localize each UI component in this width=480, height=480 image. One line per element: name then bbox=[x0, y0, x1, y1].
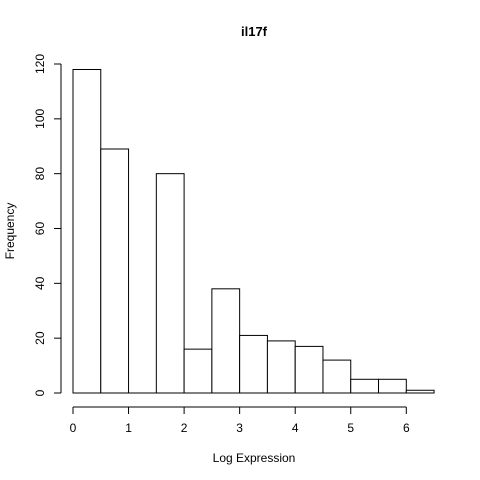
x-tick-label: 0 bbox=[70, 421, 77, 435]
x-tick-label: 3 bbox=[236, 421, 243, 435]
histogram-bar bbox=[378, 378, 407, 394]
x-axis-label: Log Expression bbox=[213, 451, 296, 465]
histogram-bar bbox=[100, 148, 130, 394]
y-tick-label: 60 bbox=[33, 222, 47, 236]
histogram-bar bbox=[405, 389, 435, 394]
histogram-bar bbox=[350, 378, 380, 394]
histogram-bar bbox=[239, 334, 268, 394]
y-axis-label: Frequency bbox=[3, 203, 17, 260]
y-axis: 0 20 40 60 80 100 120 bbox=[33, 54, 62, 396]
y-tick-label: 120 bbox=[33, 54, 47, 74]
histogram-bar bbox=[155, 173, 185, 394]
x-tick-label: 4 bbox=[292, 421, 299, 435]
x-tick-label: 1 bbox=[125, 421, 132, 435]
y-tick-label: 40 bbox=[33, 276, 47, 290]
histogram-bar bbox=[294, 345, 324, 394]
histogram-bar bbox=[266, 340, 296, 394]
y-tick-label: 100 bbox=[33, 109, 47, 129]
y-tick-label: 80 bbox=[33, 167, 47, 181]
chart-title: il17f bbox=[241, 24, 268, 39]
x-tick-label: 5 bbox=[347, 421, 354, 435]
y-tick-label: 20 bbox=[33, 331, 47, 345]
y-tick-label: 0 bbox=[33, 389, 47, 396]
histogram-bar bbox=[72, 68, 102, 394]
x-tick-label: 6 bbox=[403, 421, 410, 435]
histogram-bar bbox=[183, 348, 213, 394]
bars-group bbox=[72, 68, 435, 394]
histogram-bar bbox=[211, 288, 241, 394]
histogram-bar bbox=[322, 359, 352, 394]
x-tick-label: 2 bbox=[181, 421, 188, 435]
x-axis: 0 1 2 3 4 5 6 bbox=[70, 406, 410, 435]
